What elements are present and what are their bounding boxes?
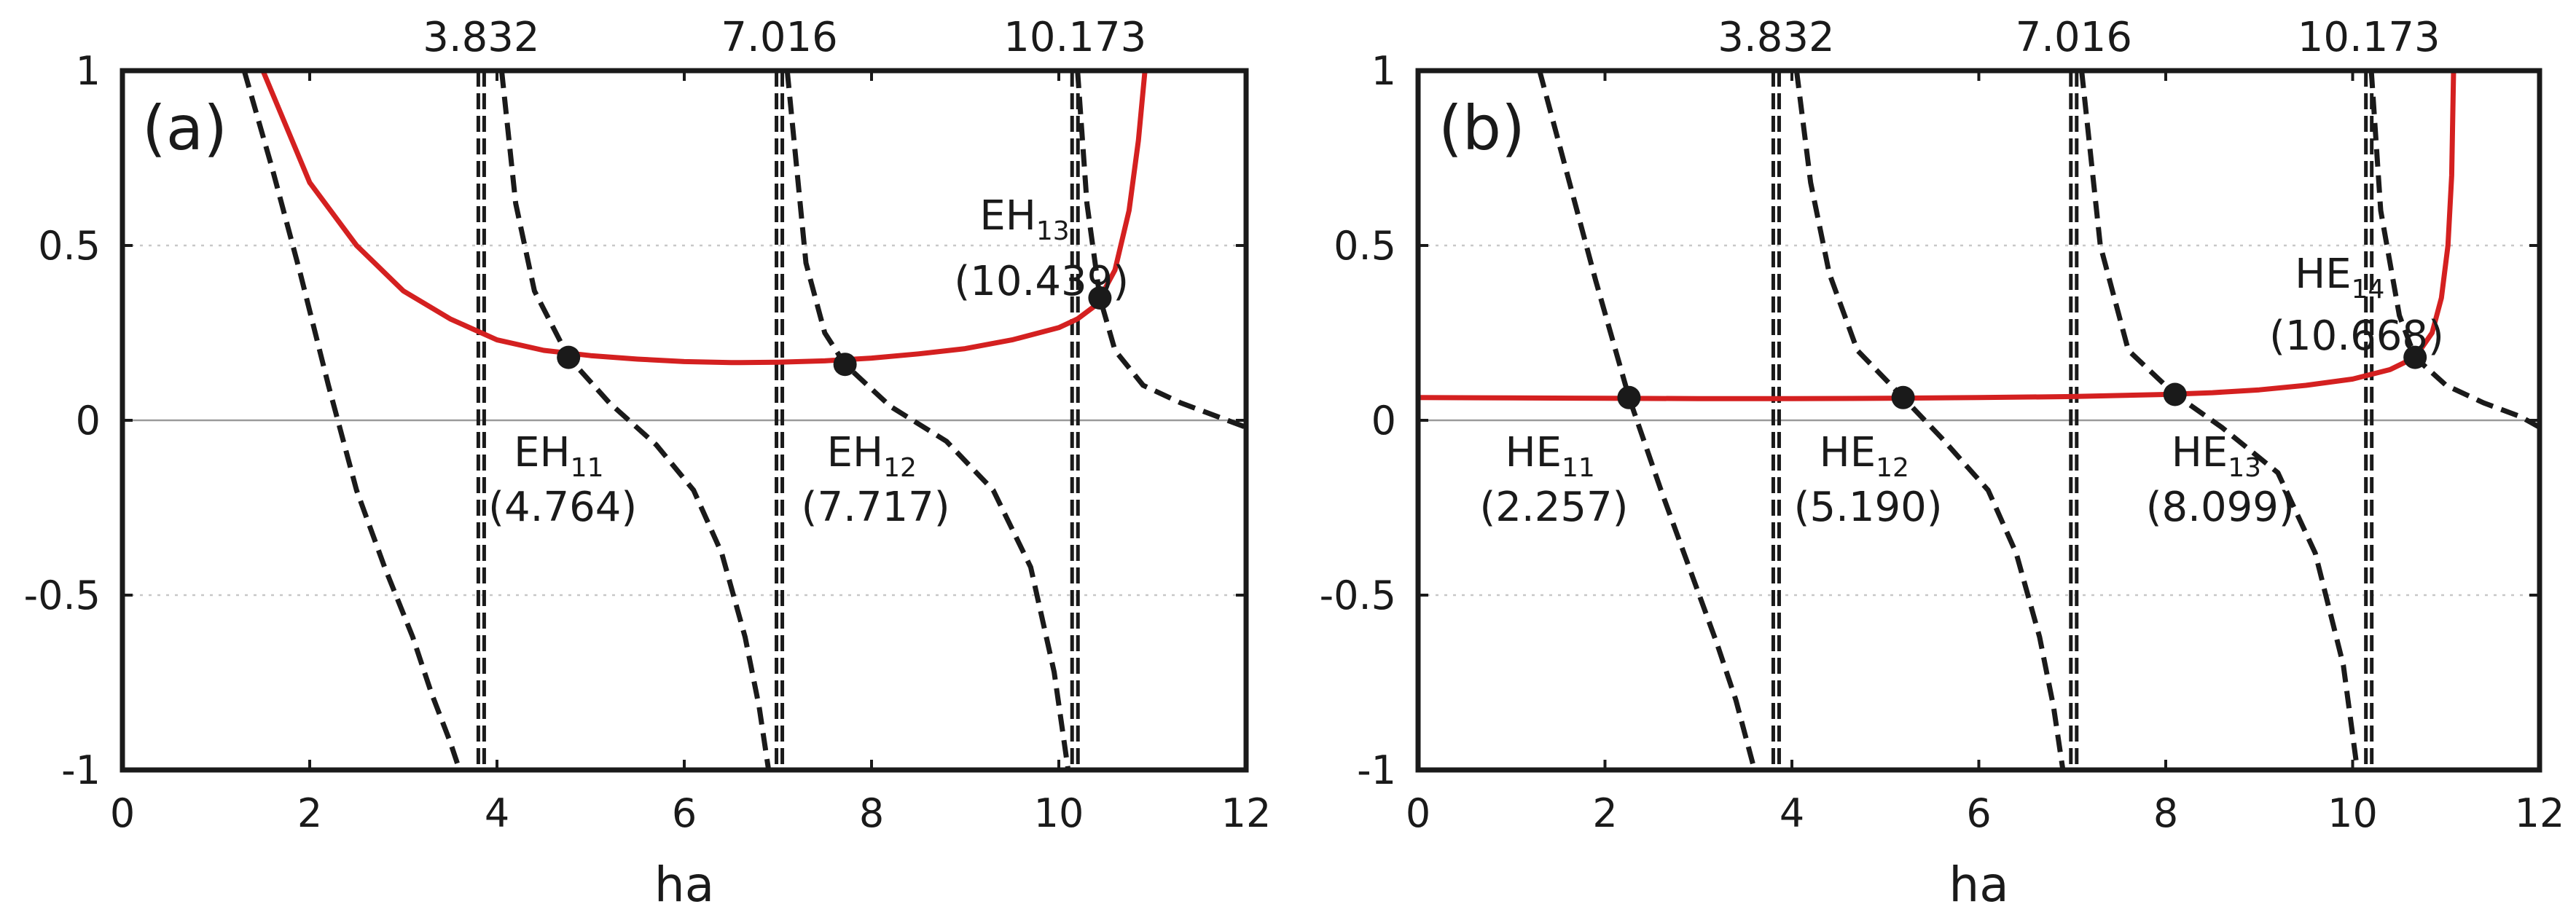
plot-frame xyxy=(1415,68,2542,773)
x-tick-label: 10 xyxy=(1034,790,1084,836)
red-curve xyxy=(1418,71,2456,401)
y-tick-label: -1 xyxy=(61,747,101,793)
mode-value: (4.764) xyxy=(488,484,637,531)
mode-name: HE13 xyxy=(2172,429,2261,483)
x-tick-label: 4 xyxy=(485,790,509,836)
intersection-point xyxy=(2163,382,2187,406)
x-tick-label: 2 xyxy=(297,790,322,836)
x-tick-label: 8 xyxy=(859,790,884,836)
y-tick-label: 0.5 xyxy=(1334,223,1396,269)
mode-value: (10.668) xyxy=(2269,312,2444,360)
x-tick-label: 6 xyxy=(1966,790,1991,836)
plot-frame xyxy=(120,68,1249,773)
x-tick-label: 10 xyxy=(2328,790,2378,836)
x-axis-title: ha xyxy=(1949,857,2008,913)
x-tick-label: 0 xyxy=(1406,790,1430,836)
mode-name: HE14 xyxy=(2295,251,2384,304)
x-tick-label: 0 xyxy=(110,790,135,836)
y-tick-label: 0.5 xyxy=(38,223,101,269)
y-tick-label: 1 xyxy=(1371,48,1396,94)
mode-name: EH13 xyxy=(979,192,1069,246)
intersection-point xyxy=(1891,385,1915,409)
x-tick-label: 8 xyxy=(2153,790,2178,836)
dashed-curve-branch xyxy=(2368,71,2540,430)
dashed-curve-branch xyxy=(1537,71,1758,770)
dashed-curve-branch xyxy=(241,71,462,770)
bessel-zero-label: 10.173 xyxy=(2298,14,2440,61)
x-axis-title: ha xyxy=(654,857,714,913)
mode-name: EH11 xyxy=(514,429,603,483)
mode-name: HE12 xyxy=(1820,429,1909,483)
y-tick-label: -0.5 xyxy=(24,573,101,618)
dashed-curve-branch xyxy=(1075,71,1246,430)
chart-panel-b: 0 2 4 6 8 10 12 1 0.5 0 -0.5 -1 3.832 7.016 10.173 HE11… xyxy=(1320,14,2565,913)
bessel-zero-label: 3.832 xyxy=(1718,14,1834,61)
mode-value: (2.257) xyxy=(1479,484,1628,531)
intersection-point xyxy=(2403,345,2427,369)
y-tick-label: 1 xyxy=(76,48,101,94)
x-tick-label: 2 xyxy=(1592,790,1617,836)
y-tick-label: -1 xyxy=(1357,747,1396,793)
y-tick-label: -0.5 xyxy=(1320,573,1396,618)
plot-area xyxy=(241,71,1246,770)
bessel-zero-label: 10.173 xyxy=(1003,14,1146,61)
bessel-zero-label: 3.832 xyxy=(423,14,539,61)
intersection-point xyxy=(1617,385,1641,409)
intersection-point xyxy=(833,353,857,377)
panel-label: (a) xyxy=(142,93,227,164)
plot-area xyxy=(1418,71,2540,770)
chart-panel-a: 0 2 4 6 8 10 12 1 0.5 0 -0.5 -1 3.832 7.016 10.173 EH11… xyxy=(24,14,1272,913)
bessel-zero-label: 7.016 xyxy=(2016,14,2132,61)
intersection-point xyxy=(1088,286,1112,310)
bessel-zero-label: 7.016 xyxy=(721,14,837,61)
dashed-curve-branch xyxy=(2079,71,2360,770)
dashed-curve-branch xyxy=(498,71,772,770)
x-tick-label: 12 xyxy=(2515,790,2565,836)
x-tick-label: 12 xyxy=(1221,790,1272,836)
y-tick-label: 0 xyxy=(1371,398,1396,444)
intersection-point xyxy=(557,345,581,369)
mode-value: (8.099) xyxy=(2146,484,2295,531)
x-tick-label: 6 xyxy=(672,790,697,836)
dashed-curve-branch xyxy=(1793,71,2066,770)
panel-label: (b) xyxy=(1438,93,1525,164)
mode-value: (7.717) xyxy=(802,484,950,531)
dashed-curve-branch xyxy=(784,71,1071,770)
mode-value: (5.190) xyxy=(1794,484,1943,531)
mode-name: EH12 xyxy=(827,429,917,483)
mode-value: (10.439) xyxy=(954,258,1129,305)
y-tick-label: 0 xyxy=(76,398,101,444)
mode-name: HE11 xyxy=(1505,429,1594,483)
x-tick-label: 4 xyxy=(1780,790,1804,836)
